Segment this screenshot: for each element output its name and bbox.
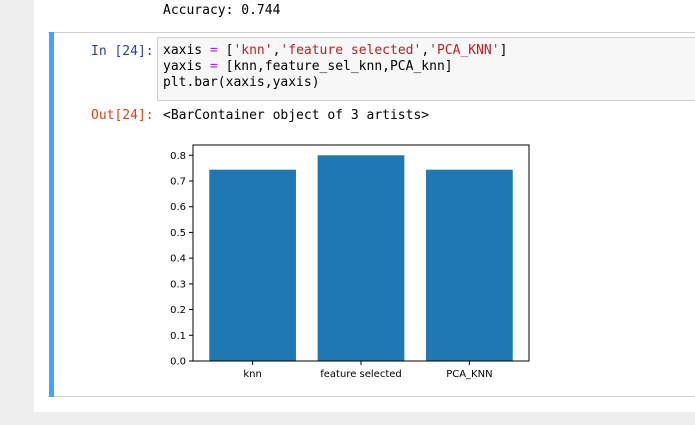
page-background	[0, 412, 695, 425]
y-tick-label: 0.2	[170, 305, 186, 316]
code-token: 'feature selected'	[280, 43, 422, 58]
bar-chart: knn feature selected PCA_KNN 0.0 0.1 0.2 0.3 0.…	[170, 144, 530, 380]
chart-bar	[317, 155, 405, 361]
code-token: =	[202, 43, 226, 58]
code-token: ,	[272, 43, 281, 58]
previous-cell-output: Accuracy: 0.744	[163, 3, 281, 18]
code-editor[interactable]: xaxis = ['knn','feature selected','PCA_K…	[157, 37, 695, 101]
code-token: 'knn'	[233, 43, 273, 58]
y-tick-label: 0.4	[170, 254, 186, 265]
y-tick-label: 0.0	[170, 357, 186, 368]
code-line-3: plt.bar(xaxis,yaxis)	[163, 75, 320, 90]
y-tick-label: 0.5	[170, 228, 186, 239]
chart-layer: knn feature selected PCA_KNN 0.0 0.1 0.2 0.3 0.…	[170, 144, 530, 380]
input-prompt: In [24]:	[91, 44, 154, 59]
y-tick-label: 0.7	[170, 177, 186, 188]
x-tick-label: PCA_KNN	[446, 369, 492, 380]
y-tick-label: 0.3	[170, 279, 186, 290]
code-token: [	[225, 43, 234, 58]
code-line-1: xaxis = ['knn','feature selected','PCA_K…	[163, 43, 695, 59]
y-tick-label: 0.8	[170, 151, 186, 162]
y-tick-label: 0.6	[170, 202, 186, 213]
code-token: xaxis	[163, 43, 203, 58]
code-token: ]	[499, 43, 508, 58]
code-line-2: yaxis = [knn,feature_sel_knn,PCA_knn]	[163, 59, 695, 75]
plot-frame	[192, 144, 530, 362]
code-token: [knn,feature_sel_knn,PCA_knn]	[225, 59, 453, 74]
output-prompt: Out[24]:	[91, 108, 154, 123]
output-repr: <BarContainer object of 3 artists>	[163, 108, 430, 123]
code-token: =	[202, 59, 226, 74]
code-token: 'PCA_KNN'	[429, 43, 500, 58]
x-tick-label: feature selected	[320, 369, 402, 380]
cell-selection-bar	[49, 32, 54, 397]
code-token: yaxis	[163, 59, 203, 74]
x-tick-label: knn	[243, 369, 261, 380]
y-tick-label: 0.1	[170, 331, 186, 342]
chart-bar	[426, 169, 513, 361]
code-token: ,	[421, 43, 430, 58]
chart-bar	[209, 169, 296, 361]
